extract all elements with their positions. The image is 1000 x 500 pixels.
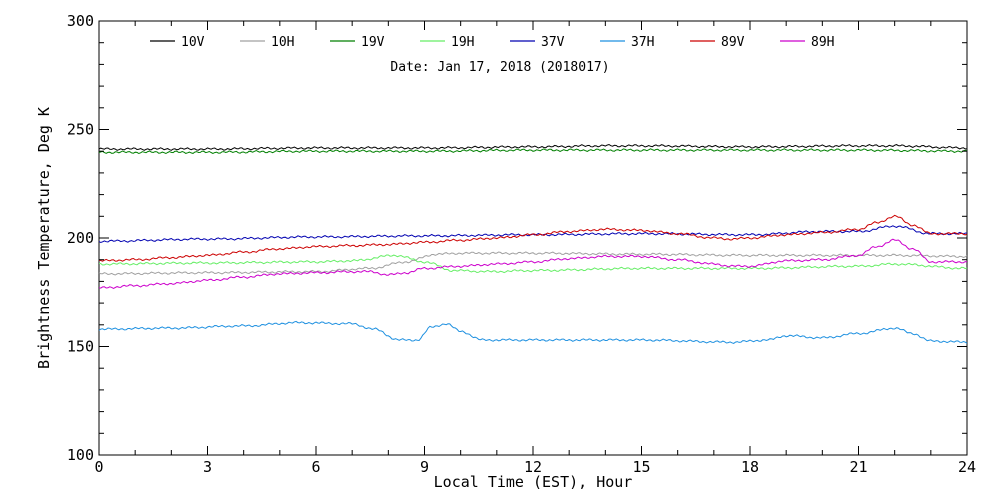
x-tick-label-21: 21 — [849, 458, 867, 476]
series-line-89h — [98, 238, 968, 289]
x-tick-label-3: 3 — [203, 458, 212, 476]
legend-label-37v: 37V — [541, 35, 565, 50]
legend-label-89h: 89H — [811, 35, 834, 50]
series-line-19h — [98, 254, 968, 274]
x-tick-label-18: 18 — [741, 458, 759, 476]
legend-label-10v: 10V — [181, 35, 205, 50]
date-annotation: Date: Jan 17, 2018 (2018017) — [390, 60, 609, 75]
legend-label-10h: 10H — [271, 35, 294, 50]
x-tick-label-0: 0 — [94, 458, 103, 476]
series-line-37h — [98, 320, 968, 344]
ticks-layer: 0 3 6 9 12 15 18 21 24 100 150 200 250 300 — [67, 12, 976, 476]
x-tick-label-15: 15 — [632, 458, 650, 476]
y-axis-title: Brightness Temperature, Deg K — [35, 107, 53, 369]
series-layer — [98, 143, 968, 344]
legend-label-89v: 89V — [721, 35, 745, 50]
series-line-89v — [98, 214, 968, 262]
x-tick-label-9: 9 — [420, 458, 429, 476]
x-tick-label-12: 12 — [524, 458, 542, 476]
series-line-10v — [98, 143, 967, 151]
x-tick-label-6: 6 — [311, 458, 320, 476]
y-tick-label-200: 200 — [67, 229, 94, 247]
legend-label-19v: 19V — [361, 35, 385, 50]
y-tick-label-300: 300 — [67, 12, 94, 30]
plot-frame — [98, 20, 968, 456]
series-line-10h — [98, 251, 968, 276]
y-tick-label-150: 150 — [67, 338, 94, 356]
legend-label-37h: 37H — [631, 35, 654, 50]
y-tick-label-250: 250 — [67, 121, 94, 139]
x-tick-label-24: 24 — [958, 458, 976, 476]
legend-label-19h: 19H — [451, 35, 474, 50]
series-line-19v — [98, 148, 968, 155]
x-axis-title: Local Time (EST), Hour — [434, 473, 633, 491]
legend: 10V 10H 19V 19H 37V 37H 89V 89H — [150, 35, 834, 50]
y-tick-label-100: 100 — [67, 446, 94, 464]
